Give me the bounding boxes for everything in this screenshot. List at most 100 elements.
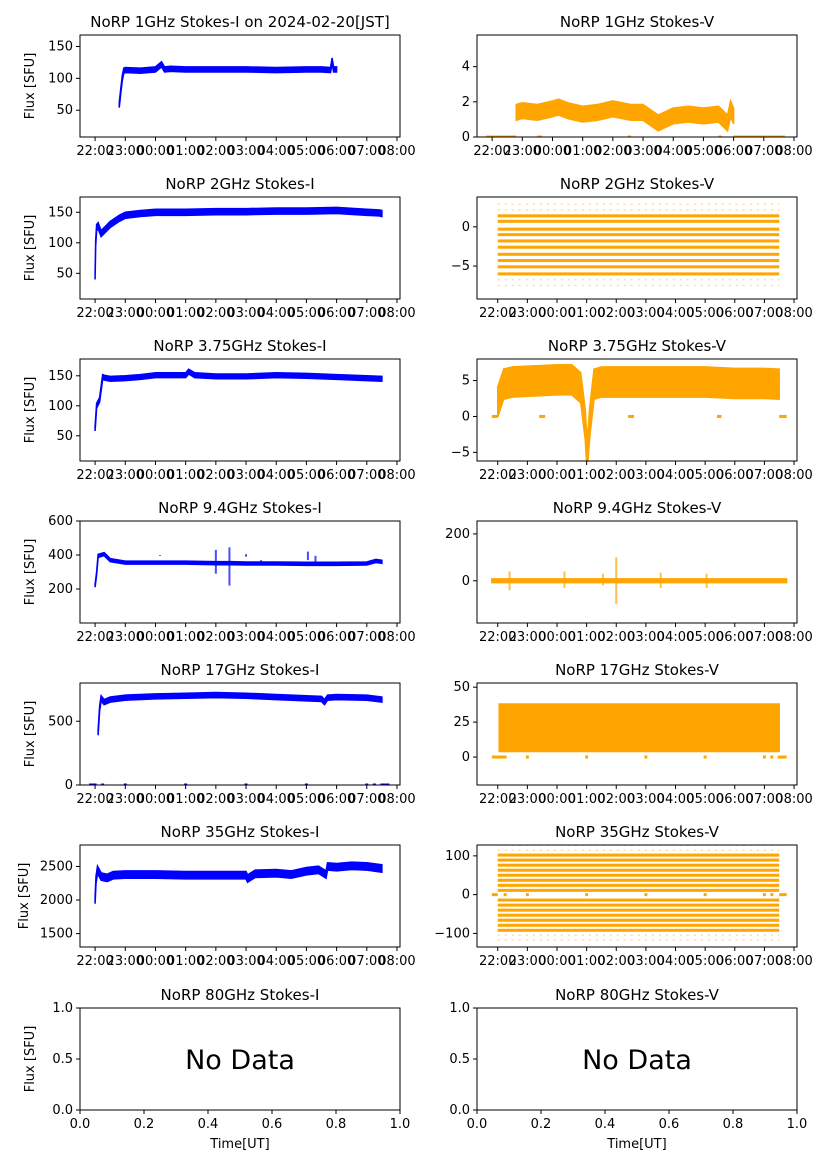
x-tick-label: 04:00 xyxy=(257,630,294,645)
x-tick-label: 03:00 xyxy=(227,144,264,159)
series-stokes-i xyxy=(94,861,383,904)
x-tick-label: 07:00 xyxy=(746,468,783,483)
level-band xyxy=(497,908,780,912)
y-axis-label: Flux [SFU] xyxy=(23,53,38,120)
x-tick-label: 03:00 xyxy=(227,306,264,321)
x-tick-label: 08:00 xyxy=(775,954,812,969)
y-tick-label: 5 xyxy=(462,374,470,389)
x-tick-label: 01:00 xyxy=(167,954,204,969)
y-tick-label: 150 xyxy=(48,205,73,220)
y-tick-label: 100 xyxy=(445,849,470,864)
plot-area xyxy=(94,368,383,432)
x-tick-label: 07:00 xyxy=(746,954,783,969)
plot-area xyxy=(491,557,788,605)
subplot-17ghz-v: 0 25 50 22:0023:0000:0001:0002:0003:0004:00… xyxy=(453,661,812,807)
x-tick-label: 03:00 xyxy=(627,468,664,483)
level-band xyxy=(497,873,780,877)
x-tick-label: 06:00 xyxy=(318,306,355,321)
no-data-annotation: No Data xyxy=(582,1045,692,1076)
y-tick-label: −5 xyxy=(451,259,470,274)
y-tick-label: 1.0 xyxy=(52,1001,73,1016)
axes-frame xyxy=(476,520,798,624)
axes-frame xyxy=(476,844,798,948)
x-tick-label: 08:00 xyxy=(775,144,812,159)
zero-segment xyxy=(491,755,507,759)
subplot-1ghz-i: 50 100 150 22:0023:0000:0001:0002:0003:0004… xyxy=(23,13,416,159)
x-tick-label: 00:00 xyxy=(534,144,571,159)
x-tick-label: 05:00 xyxy=(288,468,325,483)
x-tick-label: 02:00 xyxy=(594,144,631,159)
zero-segment xyxy=(718,135,722,137)
x-tick-label: 03:00 xyxy=(627,306,664,321)
x-tick-label: 00:00 xyxy=(137,144,174,159)
x-tick-label: 22:00 xyxy=(473,144,510,159)
x-tick-label: 04:00 xyxy=(657,792,694,807)
x-tick-label: 00:00 xyxy=(538,792,575,807)
x-tick-label: 02:00 xyxy=(598,954,635,969)
x-tick-label: 22:00 xyxy=(76,954,113,969)
x-tick-label: 01:00 xyxy=(568,468,605,483)
x-tick-label: 05:00 xyxy=(288,306,325,321)
zero-segment xyxy=(380,783,390,785)
x-tick-label: 05:00 xyxy=(288,144,325,159)
zero-segment xyxy=(762,755,766,759)
x-tick-label: 04:00 xyxy=(257,792,294,807)
x-tick-label: 02:00 xyxy=(598,306,635,321)
x-tick-label: 03:00 xyxy=(227,954,264,969)
zero-segment xyxy=(304,783,308,785)
x-tick-label: 00:00 xyxy=(538,468,575,483)
x-tick-label: 04:00 xyxy=(657,306,694,321)
plot-area xyxy=(94,206,383,280)
x-tick-label: 0.8 xyxy=(326,1117,347,1132)
y-tick-label: 400 xyxy=(48,548,73,563)
x-tick-label: 03:00 xyxy=(227,792,264,807)
x-tick-label: 0.2 xyxy=(134,1117,155,1132)
plot-area xyxy=(89,691,390,785)
x-tick-label: 22:00 xyxy=(76,468,113,483)
series-stokes-i xyxy=(94,551,383,588)
x-tick-label: 01:00 xyxy=(568,954,605,969)
plot-area xyxy=(94,861,383,904)
y-tick-label: 2000 xyxy=(40,893,73,908)
x-tick-label: 08:00 xyxy=(378,144,415,159)
x-tick-label: 07:00 xyxy=(348,144,385,159)
y-tick-label: 100 xyxy=(48,236,73,251)
x-tick-label: 22:00 xyxy=(479,468,516,483)
x-tick-label: 05:00 xyxy=(686,792,723,807)
zero-segment xyxy=(372,783,376,785)
subplot-3.75ghz-v: −50522:0023:0000:0001:0002:0003:0004:000… xyxy=(451,337,813,483)
subplot-title: NoRP 9.4GHz Stokes-V xyxy=(553,499,722,517)
x-tick-label: 06:00 xyxy=(318,792,355,807)
x-tick-label: 05:00 xyxy=(686,630,723,645)
x-tick-label: 1.0 xyxy=(787,1117,808,1132)
zero-segment xyxy=(770,893,774,897)
subplot-title: NoRP 1GHz Stokes-V xyxy=(560,13,715,31)
zero-segment xyxy=(365,783,369,785)
subplot-3.75ghz-i: 50 100 150 22:0023:0000:0001:0002:0003:0004… xyxy=(23,337,416,483)
x-tick-label: 01:00 xyxy=(167,144,204,159)
subplot-title: NoRP 9.4GHz Stokes-I xyxy=(158,499,322,517)
x-tick-label: 06:00 xyxy=(318,468,355,483)
x-tick-label: 0.6 xyxy=(262,1117,283,1132)
level-band xyxy=(497,214,780,218)
level-band xyxy=(497,883,780,887)
x-tick-label: 08:00 xyxy=(378,792,415,807)
x-tick-label: 0.4 xyxy=(595,1117,616,1132)
x-tick-label: 08:00 xyxy=(378,954,415,969)
x-tick-label: 05:00 xyxy=(686,954,723,969)
zero-segment xyxy=(779,893,787,897)
x-tick-label: 0.2 xyxy=(531,1117,552,1132)
zero-segment xyxy=(89,783,97,785)
x-tick-label: 04:00 xyxy=(257,306,294,321)
x-tick-label: 07:00 xyxy=(746,306,783,321)
y-tick-label: 150 xyxy=(48,39,73,54)
y-tick-label: 200 xyxy=(48,582,73,597)
y-tick-label: 50 xyxy=(453,680,470,695)
y-tick-label: 1500 xyxy=(40,927,73,942)
y-tick-label: 0.5 xyxy=(52,1052,73,1067)
x-tick-label: 08:00 xyxy=(378,630,415,645)
zero-segment xyxy=(627,135,631,137)
subplot-title: NoRP 80GHz Stokes-I xyxy=(161,986,320,1004)
y-tick-label: 1.0 xyxy=(449,1001,470,1016)
subplot-80ghz-v: 0.0 0.5 1.0 0.0 0.2 0.4 0.6 0.8 1.0 NoRP 80GHz St… xyxy=(449,986,807,1152)
